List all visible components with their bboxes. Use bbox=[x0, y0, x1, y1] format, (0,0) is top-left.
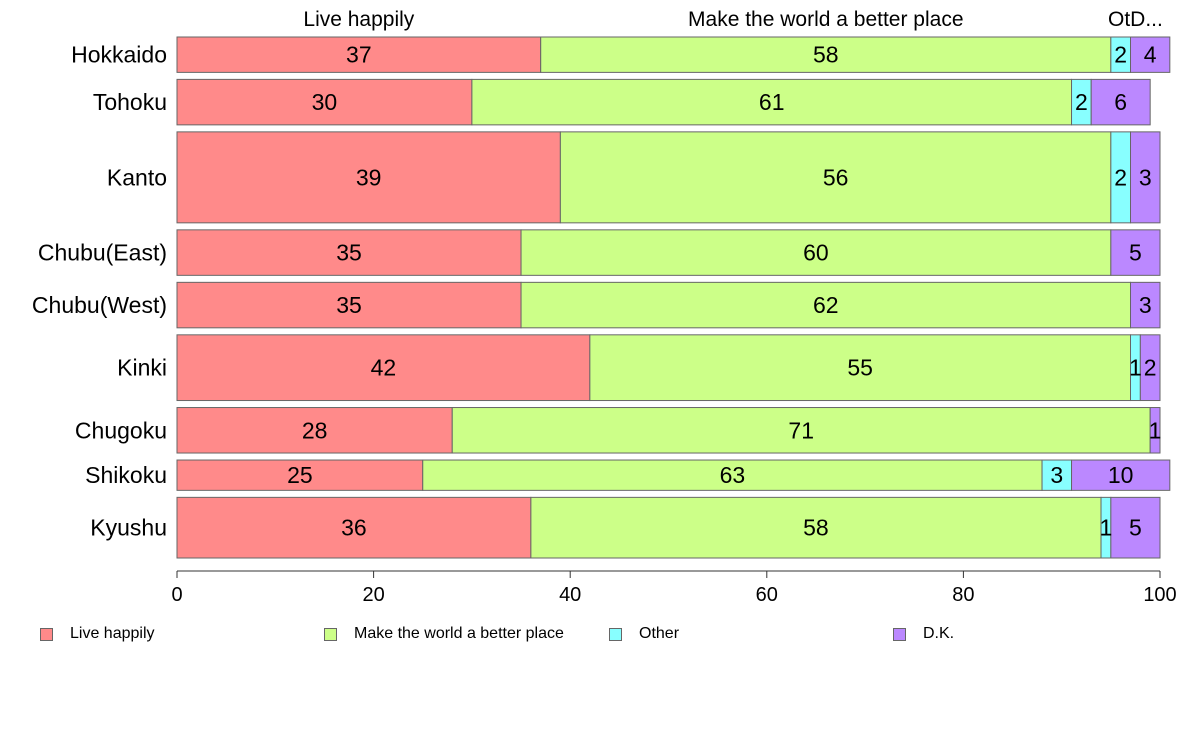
data-label: 62 bbox=[813, 292, 839, 318]
category-label: Chubu(East) bbox=[38, 240, 167, 266]
data-label: 2 bbox=[1144, 355, 1157, 381]
data-label: 3 bbox=[1139, 292, 1152, 318]
top-label: Make the world a better place bbox=[688, 8, 963, 31]
data-label: 5 bbox=[1129, 515, 1142, 541]
x-tick-label: 80 bbox=[952, 584, 974, 606]
data-label: 71 bbox=[788, 417, 814, 443]
data-label: 63 bbox=[720, 462, 746, 488]
data-label: 56 bbox=[823, 164, 849, 190]
data-label: 42 bbox=[371, 355, 397, 381]
data-label: 58 bbox=[803, 515, 829, 541]
data-label: 35 bbox=[336, 292, 362, 318]
legend: Live happily Make the world a better pla… bbox=[0, 622, 1188, 646]
category-label: Shikoku bbox=[85, 462, 167, 488]
data-label: 58 bbox=[813, 42, 839, 68]
legend-label: Other bbox=[639, 625, 679, 643]
data-label: 4 bbox=[1144, 42, 1157, 68]
top-label: OtD... bbox=[1108, 8, 1163, 31]
data-label: 61 bbox=[759, 89, 785, 115]
bars-layer bbox=[177, 37, 1170, 558]
legend-swatch bbox=[324, 628, 337, 641]
data-label: 36 bbox=[341, 515, 367, 541]
data-label: 6 bbox=[1114, 89, 1127, 115]
category-label: Kanto bbox=[107, 164, 167, 190]
category-label: Hokkaido bbox=[71, 42, 167, 68]
x-tick-label: 0 bbox=[171, 584, 182, 606]
data-label: 37 bbox=[346, 42, 372, 68]
x-tick-label: 20 bbox=[362, 584, 384, 606]
legend-label: Live happily bbox=[70, 625, 155, 643]
data-label: 5 bbox=[1129, 240, 1142, 266]
legend-swatch bbox=[40, 628, 53, 641]
x-tick-label: 60 bbox=[756, 584, 778, 606]
data-label: 1 bbox=[1129, 355, 1142, 381]
category-label: Chugoku bbox=[75, 417, 167, 443]
legend-label: Make the world a better place bbox=[354, 625, 564, 643]
legend-label: D.K. bbox=[923, 625, 954, 643]
data-label: 1 bbox=[1149, 417, 1162, 443]
data-label: 3 bbox=[1050, 462, 1063, 488]
data-label: 3 bbox=[1139, 164, 1152, 190]
legend-swatch bbox=[893, 628, 906, 641]
data-label: 60 bbox=[803, 240, 829, 266]
legend-item-dk: D.K. bbox=[893, 622, 954, 646]
data-label: 2 bbox=[1114, 164, 1127, 190]
legend-item-other: Other bbox=[609, 622, 679, 646]
data-label: 35 bbox=[336, 240, 362, 266]
data-label: 10 bbox=[1108, 462, 1134, 488]
x-axis: 0 20 40 60 80 100 bbox=[171, 571, 1176, 606]
x-tick-label: 40 bbox=[559, 584, 581, 606]
category-label: Chubu(West) bbox=[32, 292, 167, 318]
category-label: Kinki bbox=[117, 355, 167, 381]
category-label: Kyushu bbox=[90, 515, 167, 541]
data-label: 55 bbox=[847, 355, 873, 381]
data-label: 25 bbox=[287, 462, 313, 488]
data-label: 2 bbox=[1114, 42, 1127, 68]
legend-item-better-place: Make the world a better place bbox=[324, 622, 564, 646]
top-label: Live happily bbox=[303, 8, 414, 31]
data-label: 28 bbox=[302, 417, 328, 443]
x-tick-label: 100 bbox=[1143, 584, 1176, 606]
legend-swatch bbox=[609, 628, 622, 641]
data-label: 30 bbox=[312, 89, 338, 115]
data-label: 2 bbox=[1075, 89, 1088, 115]
data-label: 39 bbox=[356, 164, 382, 190]
data-label: 1 bbox=[1100, 515, 1113, 541]
category-label: Tohoku bbox=[93, 89, 167, 115]
legend-item-live-happily: Live happily bbox=[40, 622, 155, 646]
